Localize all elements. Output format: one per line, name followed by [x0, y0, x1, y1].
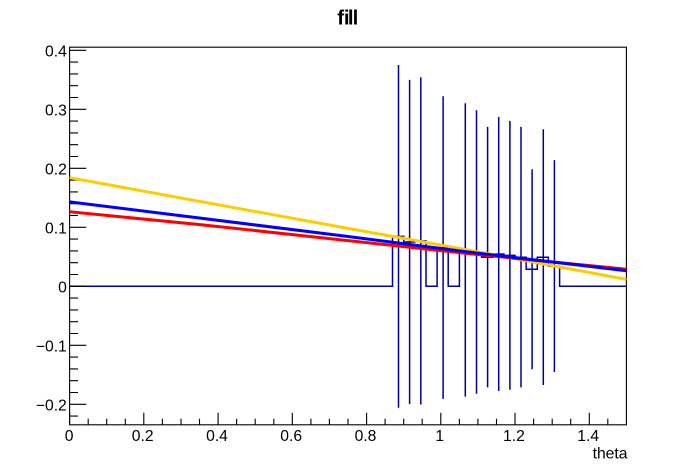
svg-text:1: 1: [435, 428, 444, 445]
svg-text:1.4: 1.4: [577, 428, 599, 445]
svg-text:theta: theta: [593, 445, 628, 462]
svg-text:−0.2: −0.2: [36, 397, 67, 414]
svg-text:l: l: [353, 6, 359, 29]
svg-text:1.2: 1.2: [503, 428, 525, 445]
svg-text:0.2: 0.2: [45, 161, 67, 178]
svg-text:0.1: 0.1: [45, 220, 67, 237]
svg-text:0.3: 0.3: [45, 102, 67, 119]
svg-text:0.4: 0.4: [206, 428, 228, 445]
svg-text:0: 0: [58, 279, 67, 296]
svg-text:0: 0: [65, 428, 74, 445]
svg-text:0.4: 0.4: [45, 43, 67, 60]
svg-text:i: i: [344, 6, 350, 29]
svg-text:0.6: 0.6: [280, 428, 302, 445]
svg-text:0.8: 0.8: [355, 428, 377, 445]
svg-text:l: l: [348, 6, 354, 29]
svg-text:0.2: 0.2: [132, 428, 154, 445]
svg-text:−0.1: −0.1: [36, 338, 67, 355]
svg-text:f: f: [337, 6, 344, 29]
